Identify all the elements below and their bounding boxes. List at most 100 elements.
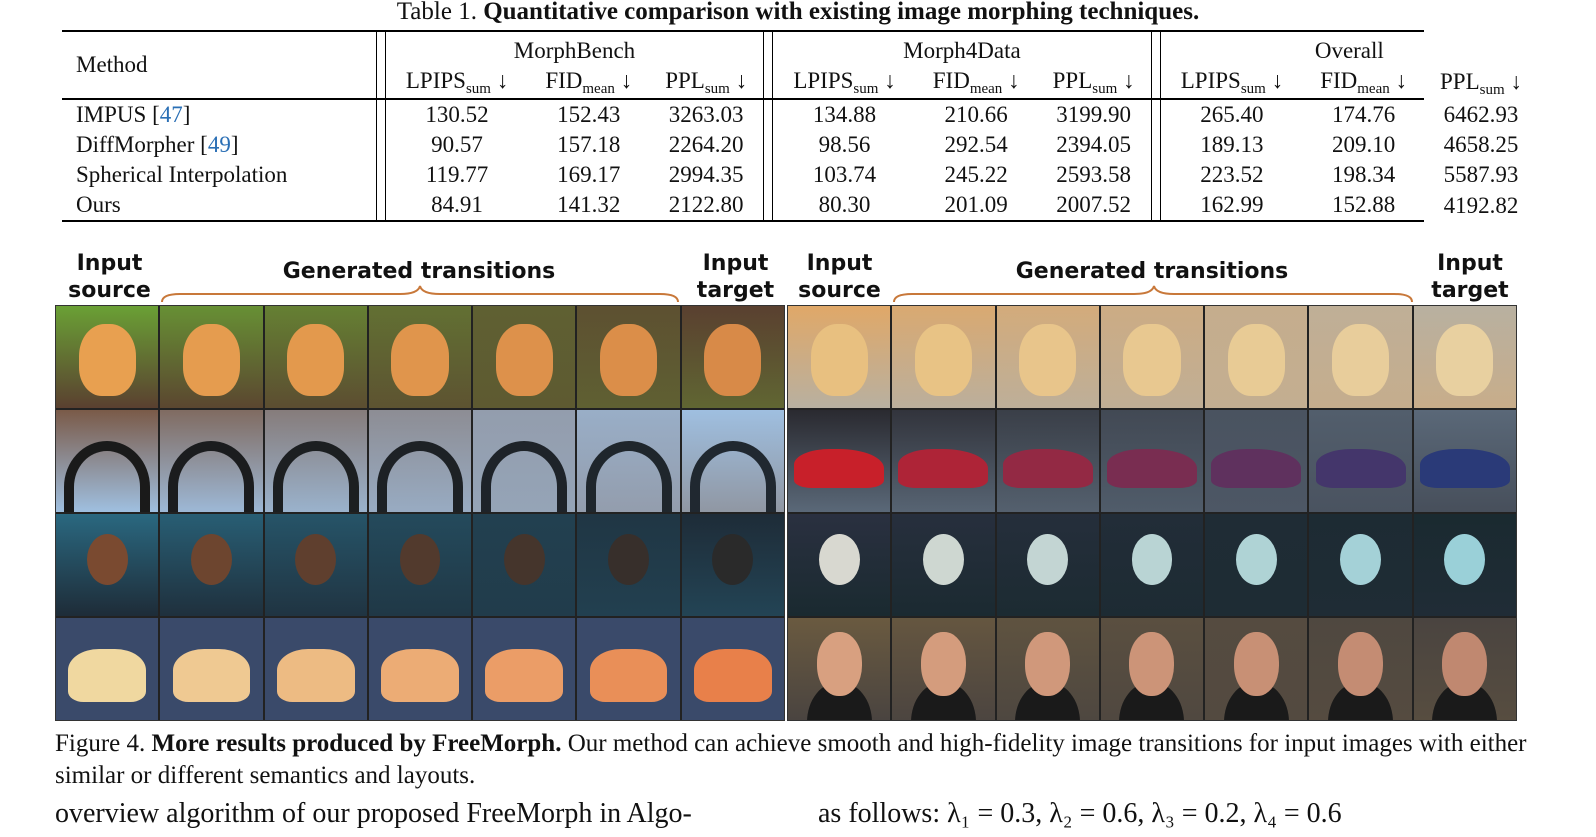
metric-value: 152.88 bbox=[1331, 192, 1396, 217]
left-image-r1-c2 bbox=[160, 306, 263, 408]
method-name: Spherical Interpolation bbox=[76, 162, 288, 187]
metric-header-ppl: PPLsum ↓ bbox=[1052, 68, 1135, 97]
left-image-r1-c3 bbox=[264, 306, 367, 408]
left-image-r3-c1 bbox=[56, 514, 159, 616]
citation-link[interactable]: 49 bbox=[207, 132, 231, 157]
table-row: IMPUS [47] 130.52 152.43 3263.03 134.88 210.6… bbox=[62, 100, 1538, 130]
right-image-r3-c7 bbox=[1413, 514, 1516, 616]
right-image-r4-c5 bbox=[1205, 618, 1308, 720]
metric-value: 3263.03 bbox=[668, 102, 744, 127]
metric-value: 4192.82 bbox=[1443, 192, 1519, 218]
metric-value: 141.32 bbox=[557, 192, 621, 217]
dataset-header-morph4data: Morph4Data bbox=[903, 38, 1021, 63]
left-generated-transitions-label: Generated transitions bbox=[282, 259, 556, 284]
metric-value: 162.99 bbox=[1200, 192, 1264, 217]
left-image-r4-c2 bbox=[160, 618, 263, 720]
metric-value: 130.52 bbox=[425, 102, 489, 127]
results-table: Method MorphBench Morph4Data Overall LPI… bbox=[62, 30, 1538, 223]
right-image-r3-c3 bbox=[996, 514, 1099, 616]
right-input-source-label: Input source bbox=[798, 251, 881, 303]
right-image-r4-c4 bbox=[1100, 618, 1204, 720]
left-image-r2-c1 bbox=[56, 410, 159, 512]
left-image-grid bbox=[55, 305, 785, 721]
right-image-r2-c7 bbox=[1413, 410, 1516, 512]
metric-value: 189.13 bbox=[1200, 132, 1264, 157]
right-image-r3-c6 bbox=[1309, 514, 1412, 616]
right-image-r2-c4 bbox=[1100, 410, 1204, 512]
left-image-r3-c4 bbox=[368, 514, 472, 616]
figure-caption-prefix: Figure 4. bbox=[55, 730, 146, 757]
metric-header-lpips: LPIPSsum ↓ bbox=[793, 68, 896, 97]
right-image-r1-c7 bbox=[1413, 306, 1516, 408]
body-text-left-column: overview algorithm of our proposed FreeM… bbox=[55, 798, 692, 829]
metric-header-fid: FIDmean ↓ bbox=[1320, 68, 1407, 97]
table-caption: Table 1. Quantitative comparison with ex… bbox=[0, 0, 1596, 27]
right-generated-transitions-label: Generated transitions bbox=[1015, 259, 1289, 284]
method-name: Ours bbox=[76, 192, 121, 217]
metric-value: 198.34 bbox=[1331, 162, 1396, 187]
right-image-r1-c5 bbox=[1205, 306, 1308, 408]
table-row: DiffMorpher [49] 90.57 157.18 2264.20 98.56 2… bbox=[62, 130, 1538, 160]
left-image-r3-c5 bbox=[473, 514, 576, 616]
table-row: Ours 84.91 141.32 2122.80 80.30 201.09 2007.52… bbox=[62, 190, 1538, 221]
metric-value: 152.43 bbox=[557, 102, 621, 127]
right-image-r4-c1 bbox=[788, 618, 891, 720]
metric-value: 223.52 bbox=[1200, 162, 1264, 187]
right-image-r1-c3 bbox=[996, 306, 1099, 408]
left-image-r3-c6 bbox=[577, 514, 680, 616]
right-image-r4-c7 bbox=[1413, 618, 1516, 720]
right-image-r2-c3 bbox=[996, 410, 1099, 512]
right-image-r2-c6 bbox=[1309, 410, 1412, 512]
metric-value: 80.30 bbox=[818, 192, 871, 217]
metric-value: 2593.58 bbox=[1056, 162, 1131, 187]
method-name: IMPUS [47] bbox=[76, 102, 191, 127]
left-image-r2-c6 bbox=[577, 410, 680, 512]
metric-value: 209.10 bbox=[1331, 132, 1396, 157]
metric-value: 245.22 bbox=[944, 162, 1008, 187]
metric-value: 2122.80 bbox=[668, 192, 744, 217]
right-image-r1-c1 bbox=[788, 306, 891, 408]
metric-header-ppl: PPLsum ↓ bbox=[1440, 68, 1522, 98]
left-input-source-label: Input source bbox=[68, 251, 151, 303]
left-image-r2-c3 bbox=[264, 410, 367, 512]
figure-caption-title: More results produced by FreeMorph. bbox=[151, 730, 562, 757]
metric-value: 3199.90 bbox=[1056, 102, 1131, 127]
metric-header-lpips: LPIPSsum ↓ bbox=[1180, 68, 1284, 97]
left-image-r4-c1 bbox=[56, 618, 159, 720]
left-transitions-brace bbox=[161, 285, 679, 303]
metric-header-ppl: PPLsum ↓ bbox=[665, 68, 748, 97]
metric-value: 157.18 bbox=[557, 132, 621, 157]
left-image-r3-c3 bbox=[264, 514, 367, 616]
left-image-r2-c2 bbox=[160, 410, 263, 512]
metric-value: 201.09 bbox=[944, 192, 1008, 217]
metric-value: 2264.20 bbox=[668, 132, 744, 157]
right-image-r1-c4 bbox=[1100, 306, 1204, 408]
right-image-r1-c6 bbox=[1309, 306, 1412, 408]
table-caption-title: Quantitative comparison with existing im… bbox=[483, 0, 1200, 25]
left-image-r4-c4 bbox=[368, 618, 472, 720]
dataset-header-morphbench: MorphBench bbox=[513, 38, 636, 63]
figure-caption: Figure 4. More results produced by FreeM… bbox=[55, 728, 1535, 792]
citation-link[interactable]: 47 bbox=[159, 102, 183, 127]
metric-value: 84.91 bbox=[431, 192, 483, 217]
metric-value: 2994.35 bbox=[668, 162, 744, 187]
table-caption-prefix: Table 1. bbox=[396, 0, 477, 25]
right-image-r3-c2 bbox=[892, 514, 995, 616]
left-image-r4-c5 bbox=[473, 618, 576, 720]
right-image-r4-c2 bbox=[892, 618, 995, 720]
left-image-r1-c7 bbox=[681, 306, 784, 408]
metric-header-fid: FIDmean ↓ bbox=[932, 68, 1020, 97]
right-image-r2-c2 bbox=[892, 410, 995, 512]
dataset-header-overall: Overall bbox=[1314, 38, 1384, 63]
metric-value: 174.76 bbox=[1331, 102, 1396, 127]
right-image-r4-c3 bbox=[996, 618, 1099, 720]
table-row: Spherical Interpolation 119.77 169.17 2994.… bbox=[62, 160, 1538, 190]
metric-value: 265.40 bbox=[1200, 102, 1264, 127]
left-image-r1-c5 bbox=[473, 306, 576, 408]
left-image-r4-c6 bbox=[577, 618, 680, 720]
right-image-r3-c1 bbox=[788, 514, 891, 616]
right-image-r3-c4 bbox=[1100, 514, 1204, 616]
metric-value: 6462.93 bbox=[1443, 102, 1519, 127]
right-image-r4-c6 bbox=[1309, 618, 1412, 720]
left-image-r3-c7 bbox=[681, 514, 784, 616]
